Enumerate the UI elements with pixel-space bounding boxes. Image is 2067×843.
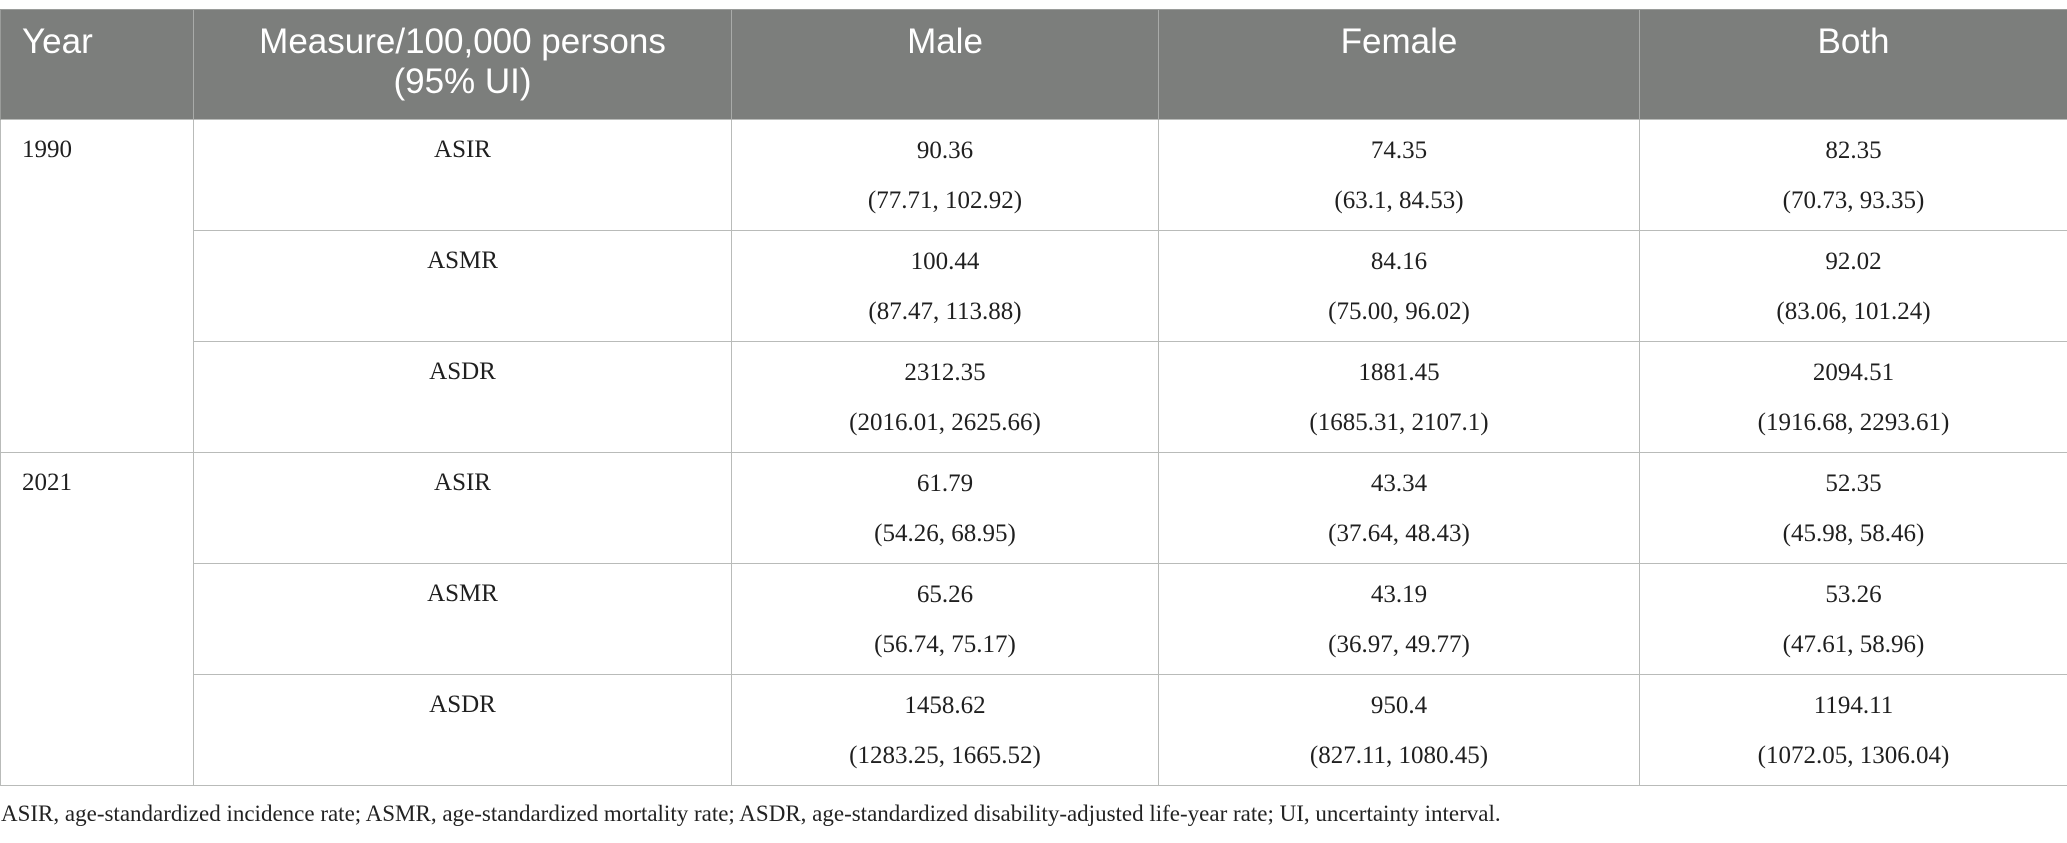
year-cell: 1990 <box>0 119 194 453</box>
male-ui: (87.47, 113.88) <box>868 298 1022 325</box>
female-cell: 74.35 (63.1, 84.53) <box>1158 119 1640 231</box>
male-ui: (54.26, 68.95) <box>874 520 1016 547</box>
table-row: 1990 ASIR 90.36 (77.71, 102.92) 74.35 (63.… <box>0 119 2067 453</box>
header-measure: Measure/100,000 persons (95% UI) <box>193 9 732 120</box>
both-cell: 82.35 (70.73, 93.35) <box>1639 119 2067 231</box>
year-cell: 2021 <box>0 452 194 786</box>
male-cell: 100.44 (87.47, 113.88) <box>731 230 1159 342</box>
table-footnote: ASIR, age-standardized incidence rate; A… <box>1 801 1501 826</box>
male-cell: 1458.62 (1283.25, 1665.52) <box>731 674 1159 786</box>
both-ui: (1072.05, 1306.04) <box>1757 742 1950 769</box>
header-male: Male <box>731 9 1159 120</box>
header-row: Year Measure/100,000 persons (95% UI) Ma… <box>0 9 2067 120</box>
measure-cell: ASIR <box>193 119 732 231</box>
female-ui: (63.1, 84.53) <box>1334 187 1464 214</box>
data-table-container: Year Measure/100,000 persons (95% UI) Ma… <box>0 9 2067 786</box>
data-table: Year Measure/100,000 persons (95% UI) Ma… <box>0 9 2067 786</box>
both-cell: 2094.51 (1916.68, 2293.61) <box>1639 341 2067 453</box>
male-value: 65.26 <box>916 581 974 608</box>
table-header: Year Measure/100,000 persons (95% UI) Ma… <box>0 9 2067 120</box>
both-value: 2094.51 <box>1812 359 1895 386</box>
female-cell: 950.4 (827.11, 1080.45) <box>1158 674 1640 786</box>
female-ui: (37.64, 48.43) <box>1328 520 1470 547</box>
female-value: 43.34 <box>1370 470 1428 497</box>
both-cell: 92.02 (83.06, 101.24) <box>1639 230 2067 342</box>
female-cell: 1881.45 (1685.31, 2107.1) <box>1158 341 1640 453</box>
female-ui: (75.00, 96.02) <box>1328 298 1470 325</box>
female-ui: (827.11, 1080.45) <box>1309 742 1489 769</box>
both-ui: (70.73, 93.35) <box>1782 187 1925 214</box>
female-cell: 84.16 (75.00, 96.02) <box>1158 230 1640 342</box>
male-cell: 90.36 (77.71, 102.92) <box>731 119 1159 231</box>
male-cell: 65.26 (56.74, 75.17) <box>731 563 1159 675</box>
male-cell: 61.79 (54.26, 68.95) <box>731 452 1159 564</box>
measure-cell: ASMR <box>193 563 732 675</box>
both-cell: 53.26 (47.61, 58.96) <box>1639 563 2067 675</box>
both-cell: 1194.11 (1072.05, 1306.04) <box>1639 674 2067 786</box>
header-female: Female <box>1158 9 1640 120</box>
table-row: ASDR 1458.62 (1283.25, 1665.52) 950.4 (827… <box>1 674 2067 786</box>
both-value: 52.35 <box>1825 470 1882 497</box>
table-body: 1990 ASIR 90.36 (77.71, 102.92) 74.35 (63.… <box>0 119 2067 786</box>
male-cell: 2312.35 (2016.01, 2625.66) <box>731 341 1159 453</box>
male-ui: (1283.25, 1665.52) <box>849 742 1041 769</box>
female-ui: (1685.31, 2107.1) <box>1309 409 1489 436</box>
table-row: ASMR 100.44 (87.47, 113.88) 84.16 (75.00, … <box>1 230 2067 342</box>
header-measure-line2: (95% UI) <box>393 62 532 101</box>
female-ui: (36.97, 49.77) <box>1328 631 1470 658</box>
both-value: 92.02 <box>1825 248 1882 275</box>
female-value: 43.19 <box>1370 581 1428 608</box>
header-both: Both <box>1639 9 2067 120</box>
measure-cell: ASDR <box>193 341 732 453</box>
table-row: ASDR 2312.35 (2016.01, 2625.66) 1881.45 (1… <box>1 341 2067 453</box>
measure-cell: ASMR <box>193 230 732 342</box>
both-value: 1194.11 <box>1813 692 1894 719</box>
both-cell: 52.35 (45.98, 58.46) <box>1639 452 2067 564</box>
male-ui: (2016.01, 2625.66) <box>849 409 1041 436</box>
male-ui: (56.74, 75.17) <box>874 631 1016 658</box>
both-ui: (1916.68, 2293.61) <box>1757 409 1950 436</box>
measure-cell: ASIR <box>193 452 732 564</box>
both-value: 82.35 <box>1825 137 1882 164</box>
table-row: ASMR 65.26 (56.74, 75.17) 43.19 (36.97, 49… <box>1 563 2067 675</box>
female-value: 950.4 <box>1370 692 1428 719</box>
female-value: 84.16 <box>1370 248 1428 275</box>
male-value: 100.44 <box>910 248 980 275</box>
female-cell: 43.34 (37.64, 48.43) <box>1158 452 1640 564</box>
both-ui: (47.61, 58.96) <box>1782 631 1925 658</box>
both-ui: (45.98, 58.46) <box>1782 520 1925 547</box>
female-value: 74.35 <box>1370 137 1428 164</box>
male-value: 2312.35 <box>904 359 986 386</box>
measure-cell: ASDR <box>193 674 732 786</box>
both-value: 53.26 <box>1825 581 1882 608</box>
header-measure-line1: Measure/100,000 persons <box>259 22 666 61</box>
header-year: Year <box>0 9 194 120</box>
table-row: 2021 ASIR 61.79 (54.26, 68.95) 43.34 (37.6… <box>0 452 2067 786</box>
male-ui: (77.71, 102.92) <box>867 187 1023 214</box>
both-ui: (83.06, 101.24) <box>1776 298 1931 325</box>
male-value: 90.36 <box>916 137 974 164</box>
male-value: 61.79 <box>916 470 974 497</box>
female-value: 1881.45 <box>1358 359 1440 386</box>
male-value: 1458.62 <box>904 692 986 719</box>
female-cell: 43.19 (36.97, 49.77) <box>1158 563 1640 675</box>
